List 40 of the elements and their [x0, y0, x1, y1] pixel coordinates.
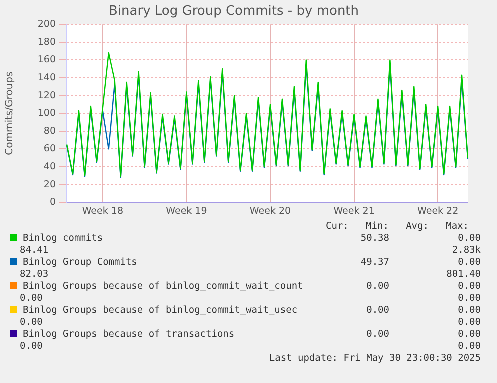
legend-label: Binlog commits [22, 233, 104, 245]
text: 0.00 0.00 [366, 329, 481, 341]
x-tick-label: Week 19 [166, 206, 208, 217]
y-tick-label: 180 [38, 36, 56, 48]
y-tick-label: 60 [44, 144, 56, 155]
text: 0.00 [20, 341, 43, 353]
y-tick-label: 100 [38, 108, 56, 120]
legend-label: Binlog Groups because of transactions [22, 329, 235, 341]
x-tick-label: Week 22 [418, 206, 459, 217]
text: 0.00 [458, 293, 481, 305]
x-tick-label: Week 21 [334, 206, 375, 217]
text: 84.41 [20, 245, 49, 257]
legend-label: Binlog Groups because of binlog_commit_wait_usec [22, 305, 298, 317]
x-tick-label: Week 20 [250, 206, 292, 217]
text: 49.37 0.00 [360, 257, 481, 269]
text: 50.38 0.00 [360, 233, 481, 245]
text: 0.00 0.00 [366, 305, 481, 317]
text: 0.00 0.00 [366, 281, 481, 293]
y-tick-label: 160 [38, 54, 56, 66]
x-tick-label: Week 18 [82, 206, 124, 217]
text: Cur: Min: Avg: Max: [325, 221, 470, 233]
y-axis-title: Commits/Groups [4, 72, 16, 156]
y-tick-label: 20 [44, 179, 56, 190]
text: 0.00 [20, 293, 43, 305]
text: 82.03 [20, 269, 49, 281]
legend-label: Binlog Group Commits [22, 257, 138, 269]
text: 2.83k [452, 245, 481, 257]
legend-label: Binlog Groups because of binlog_commit_wait_count [22, 281, 304, 293]
y-tick-label: 40 [44, 161, 56, 172]
text: 801.40 [446, 269, 481, 281]
y-tick-label: 200 [38, 19, 56, 30]
chart-title: Binary Log Group Commits - by month [108, 4, 360, 20]
text: 0.00 [20, 317, 43, 329]
y-tick-label: 120 [38, 90, 56, 102]
y-tick-label: 0 [50, 197, 56, 208]
text: Last update: Fri May 30 23:00:30 2025 [268, 353, 481, 365]
text: 0.00 [458, 341, 481, 353]
y-tick-label: 140 [38, 72, 56, 84]
y-tick-label: 80 [44, 126, 56, 137]
text: 0.00 [458, 317, 481, 329]
